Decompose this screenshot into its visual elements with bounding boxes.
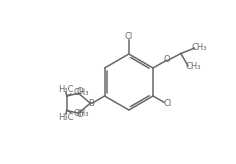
Text: CH₃: CH₃ [74,109,89,118]
Text: H₃C: H₃C [58,85,74,94]
Text: O: O [76,111,83,119]
Text: H₃C: H₃C [58,113,74,122]
Text: O: O [76,87,83,96]
Text: Cl: Cl [164,99,172,108]
Text: B: B [88,99,94,108]
Text: Cl: Cl [125,32,133,41]
Text: CH₃: CH₃ [74,88,89,97]
Text: CH₃: CH₃ [185,62,201,71]
Text: CH₃: CH₃ [192,43,207,52]
Text: O: O [164,55,170,64]
